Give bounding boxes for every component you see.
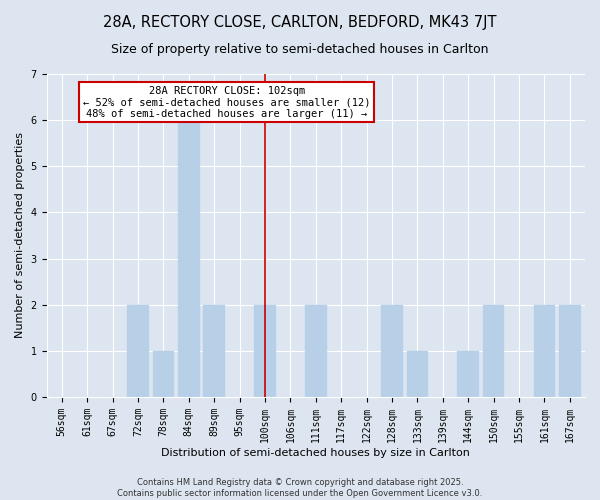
Bar — [127, 304, 149, 397]
X-axis label: Distribution of semi-detached houses by size in Carlton: Distribution of semi-detached houses by … — [161, 448, 470, 458]
Bar — [381, 304, 403, 397]
Bar — [203, 304, 225, 397]
Text: Contains HM Land Registry data © Crown copyright and database right 2025.
Contai: Contains HM Land Registry data © Crown c… — [118, 478, 482, 498]
Text: Size of property relative to semi-detached houses in Carlton: Size of property relative to semi-detach… — [111, 42, 489, 56]
Bar — [254, 304, 276, 397]
Bar — [178, 120, 200, 397]
Bar — [152, 351, 174, 397]
Bar — [533, 304, 555, 397]
Bar — [559, 304, 581, 397]
Bar — [407, 351, 428, 397]
Text: 28A RECTORY CLOSE: 102sqm
← 52% of semi-detached houses are smaller (12)
48% of : 28A RECTORY CLOSE: 102sqm ← 52% of semi-… — [83, 86, 371, 118]
Bar — [483, 304, 505, 397]
Bar — [457, 351, 479, 397]
Y-axis label: Number of semi-detached properties: Number of semi-detached properties — [15, 132, 25, 338]
Text: 28A, RECTORY CLOSE, CARLTON, BEDFORD, MK43 7JT: 28A, RECTORY CLOSE, CARLTON, BEDFORD, MK… — [103, 15, 497, 30]
Bar — [305, 304, 326, 397]
